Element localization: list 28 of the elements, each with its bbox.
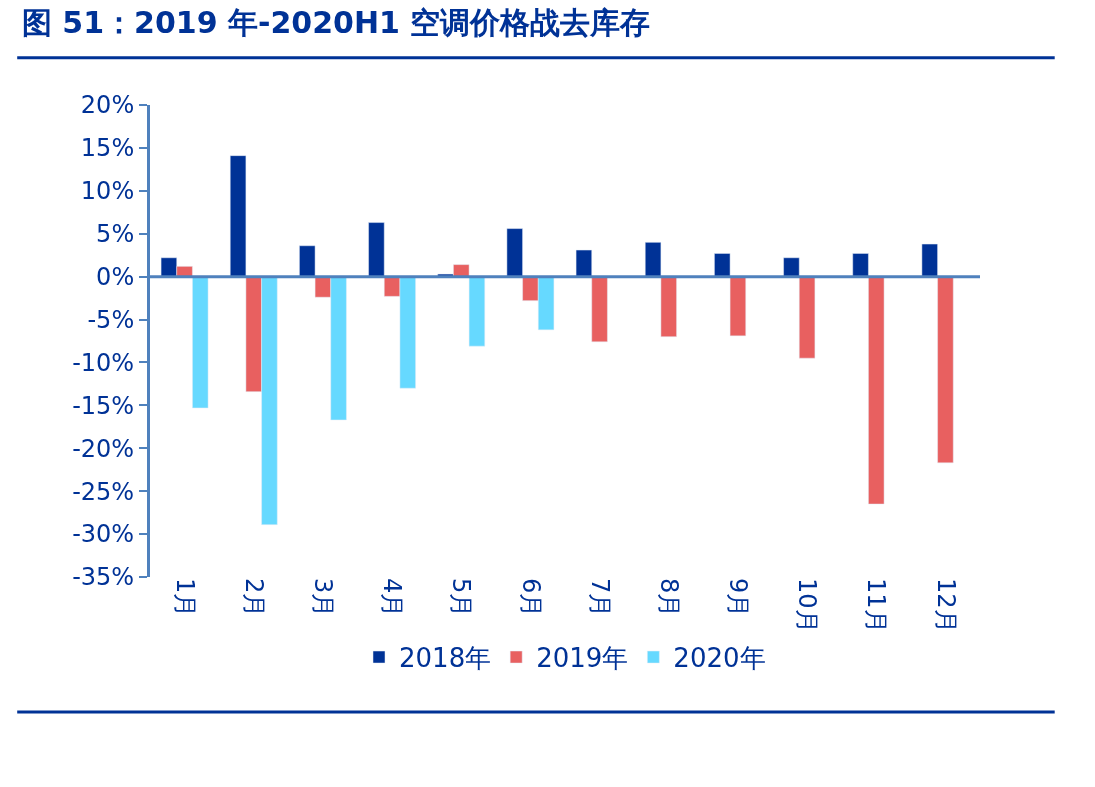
legend-label: 2019年 xyxy=(536,643,629,674)
x-tick-label: 12月 xyxy=(931,578,960,633)
x-tick-label: 10月 xyxy=(793,578,822,633)
y-tick-label: -30% xyxy=(72,520,135,549)
y-tick-label: -15% xyxy=(72,391,135,420)
y-tick-label: 5% xyxy=(96,220,135,249)
x-tick-label: 5月 xyxy=(447,578,476,618)
y-tick-label: -25% xyxy=(72,477,135,506)
y-tick-label: -20% xyxy=(72,434,135,463)
y-tick-label: 0% xyxy=(96,263,135,292)
x-tick-label: 2月 xyxy=(239,578,268,618)
x-tick-label: 6月 xyxy=(516,578,545,618)
y-tick-label: -10% xyxy=(72,348,135,377)
x-tick-label: 7月 xyxy=(585,578,614,618)
x-tick-label: 1月 xyxy=(170,578,199,618)
y-tick-label: 10% xyxy=(80,177,135,206)
x-tick-label: 11月 xyxy=(862,578,891,633)
x-tick-label: 9月 xyxy=(724,578,753,618)
legend-label: 2020年 xyxy=(673,643,766,674)
y-tick-label: -5% xyxy=(87,305,135,334)
chart-title: 图 51：2019 年-2020H1 空调价格战去库存 xyxy=(21,4,651,40)
y-tick-label: 20% xyxy=(80,91,135,120)
x-tick-label: 3月 xyxy=(309,578,338,618)
y-tick-label: 15% xyxy=(80,134,135,163)
x-tick-label: 4月 xyxy=(378,578,407,618)
legend-label: 2018年 xyxy=(399,643,492,674)
y-tick-label: -35% xyxy=(72,563,135,592)
x-tick-label: 8月 xyxy=(654,578,683,618)
